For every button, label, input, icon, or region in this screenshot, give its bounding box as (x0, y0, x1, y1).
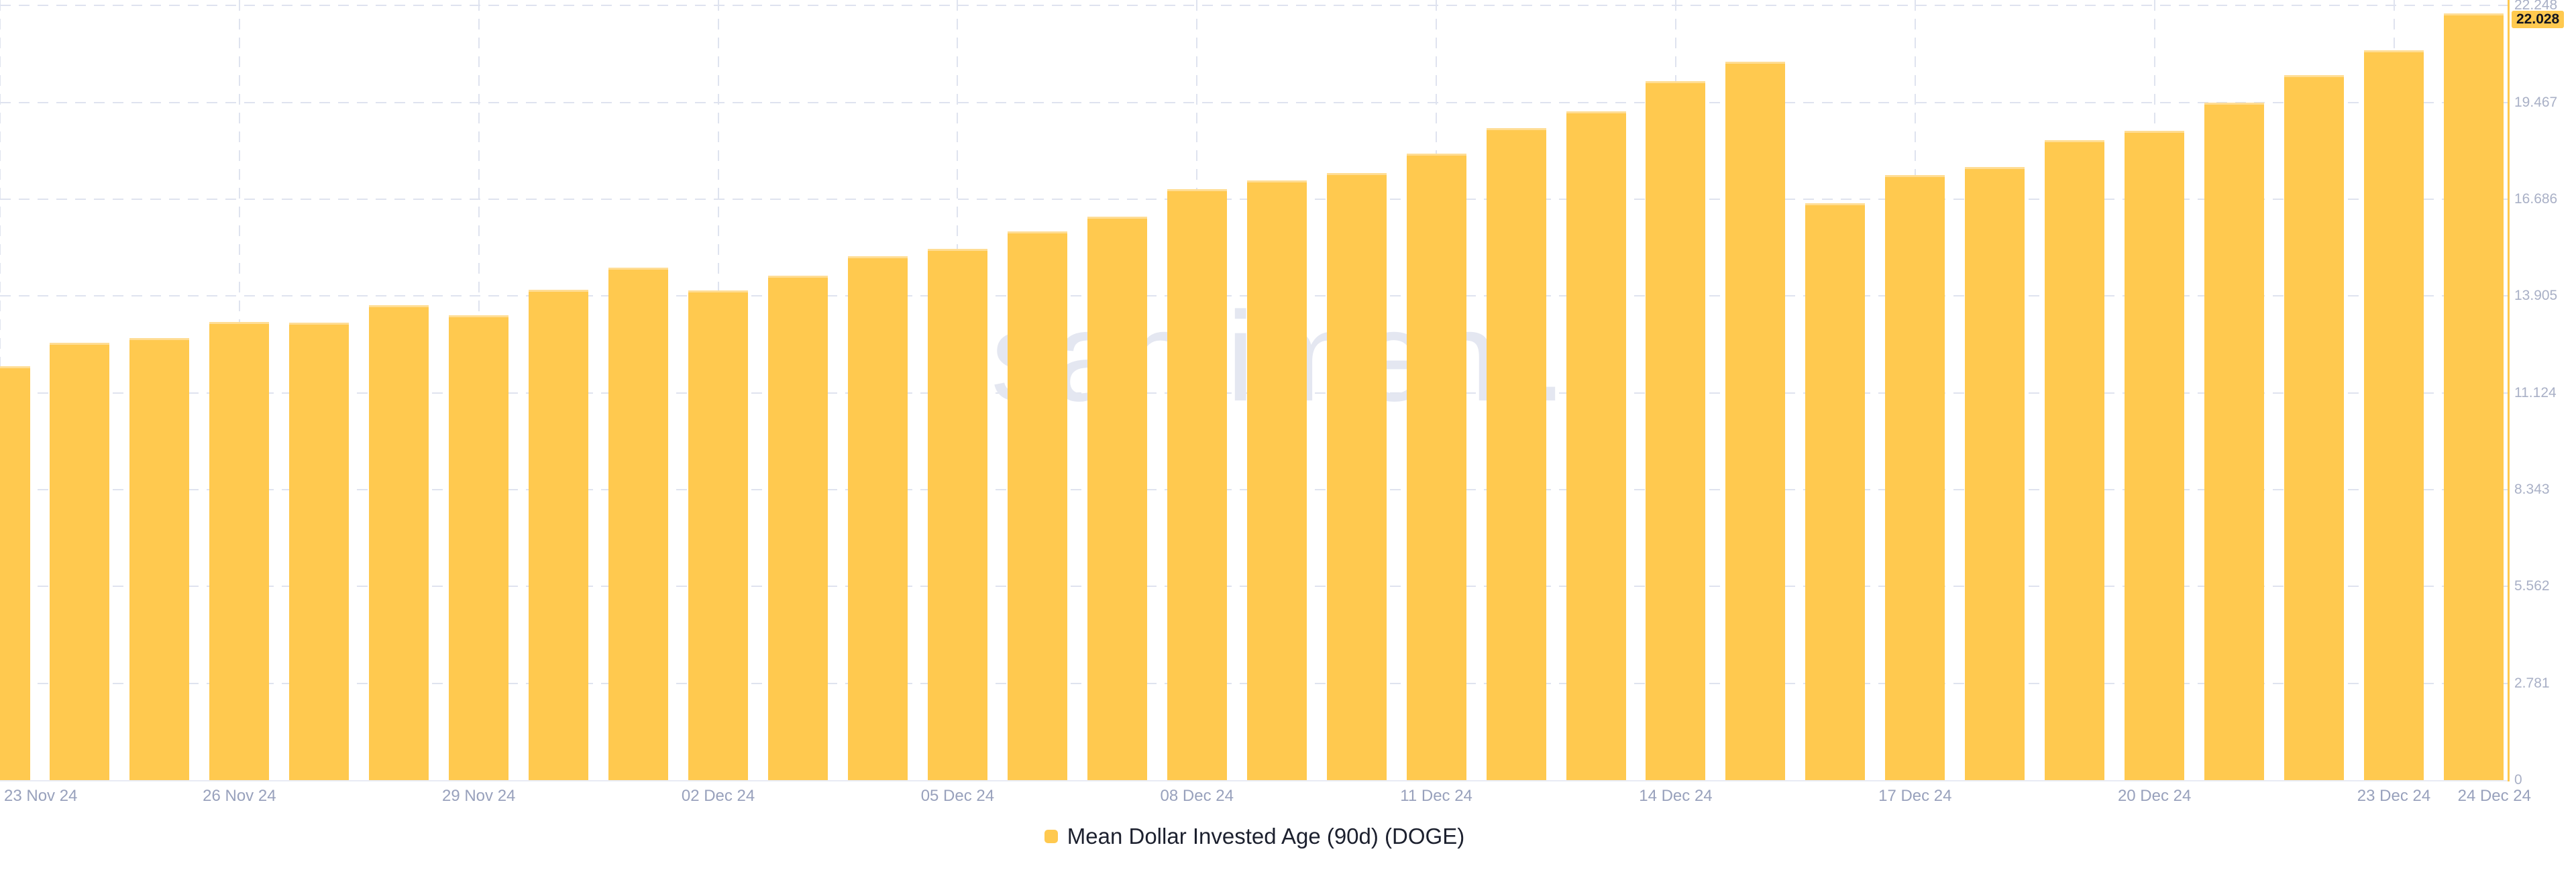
legend-series-label: Mean Dollar Invested Age (90d) (DOGE) (1067, 824, 1465, 849)
bar-23-nov-24[interactable] (0, 366, 30, 780)
bar-27-nov-24[interactable] (289, 322, 350, 780)
bar-24-dec-24[interactable] (2443, 13, 2504, 780)
y-axis-tick-label: 11.124 (2514, 384, 2557, 400)
y-axis-tick-label: 8.343 (2514, 482, 2550, 498)
bar-09-dec-24[interactable] (1246, 180, 1307, 780)
legend-series-swatch (1044, 830, 1058, 843)
bar-26-nov-24[interactable] (209, 322, 270, 780)
y-axis-tick-label: 13.905 (2514, 288, 2558, 304)
bar-16-dec-24[interactable] (1805, 203, 1866, 780)
x-axis-tick-label: 11 Dec 24 (1400, 787, 1472, 805)
bar-23-dec-24[interactable] (2364, 50, 2424, 780)
bar-18-dec-24[interactable] (1965, 166, 2025, 780)
y-axis-tick-label: 22.248 (2514, 0, 2558, 13)
bar-11-dec-24[interactable] (1406, 154, 1466, 780)
x-axis-tick-label: 20 Dec 24 (2117, 787, 2192, 805)
bar-14-dec-24[interactable] (1646, 81, 1706, 780)
x-axis-tick-label: 02 Dec 24 (681, 787, 755, 805)
current-value-badge: 22.028 (2512, 10, 2565, 28)
y-axis-tick-label: 2.781 (2514, 675, 2550, 691)
y-axis-tick-label: 16.686 (2514, 191, 2558, 207)
x-axis-tick-label: 14 Dec 24 (1639, 787, 1713, 805)
x-axis-tick-label: 05 Dec 24 (920, 787, 995, 805)
bar-05-dec-24[interactable] (927, 248, 987, 780)
h-gridline (0, 101, 2509, 103)
y-axis-tick-label: 5.562 (2514, 578, 2550, 594)
bar-01-dec-24[interactable] (608, 268, 669, 780)
plot-area: santiment. (0, 0, 2510, 781)
bar-06-dec-24[interactable] (1007, 231, 1067, 780)
y-axis-tick-label: 19.467 (2514, 94, 2558, 110)
x-axis-tick-label: 17 Dec 24 (1878, 787, 1952, 805)
bar-22-dec-24[interactable] (2284, 74, 2345, 780)
h-gridline (0, 5, 2509, 7)
bar-15-dec-24[interactable] (1725, 61, 1786, 780)
bar-29-nov-24[interactable] (449, 315, 509, 780)
x-axis-tick-label: 24 Dec 24 (2457, 787, 2531, 805)
y-axis-line (2508, 0, 2510, 781)
bar-02-dec-24[interactable] (688, 290, 749, 780)
bar-21-dec-24[interactable] (2204, 102, 2265, 780)
bar-13-dec-24[interactable] (1566, 111, 1626, 780)
x-axis-baseline (0, 780, 2509, 781)
bar-04-dec-24[interactable] (847, 256, 908, 780)
bar-10-dec-24[interactable] (1326, 172, 1387, 780)
bar-28-nov-24[interactable] (369, 305, 429, 780)
bar-07-dec-24[interactable] (1087, 216, 1147, 780)
bar-12-dec-24[interactable] (1486, 128, 1546, 780)
bar-19-dec-24[interactable] (2045, 140, 2105, 780)
bar-24-nov-24[interactable] (50, 343, 110, 780)
bar-25-nov-24[interactable] (129, 337, 190, 780)
bar-30-nov-24[interactable] (529, 289, 589, 780)
bar-08-dec-24[interactable] (1167, 189, 1227, 780)
x-axis-tick-label: 26 Nov 24 (203, 787, 276, 805)
y-axis-tick-label: 0 (2514, 772, 2522, 787)
legend[interactable]: Mean Dollar Invested Age (90d) (DOGE) (0, 824, 2509, 849)
x-axis-tick-label: 08 Dec 24 (1160, 787, 1234, 805)
bar-20-dec-24[interactable] (2125, 131, 2185, 780)
bar-03-dec-24[interactable] (768, 275, 828, 780)
bar-17-dec-24[interactable] (1885, 174, 1945, 780)
x-axis-tick-label: 29 Nov 24 (441, 787, 516, 805)
x-axis-tick-label: 23 Nov 24 (4, 787, 78, 805)
x-axis-tick-label: 23 Dec 24 (2357, 787, 2431, 805)
